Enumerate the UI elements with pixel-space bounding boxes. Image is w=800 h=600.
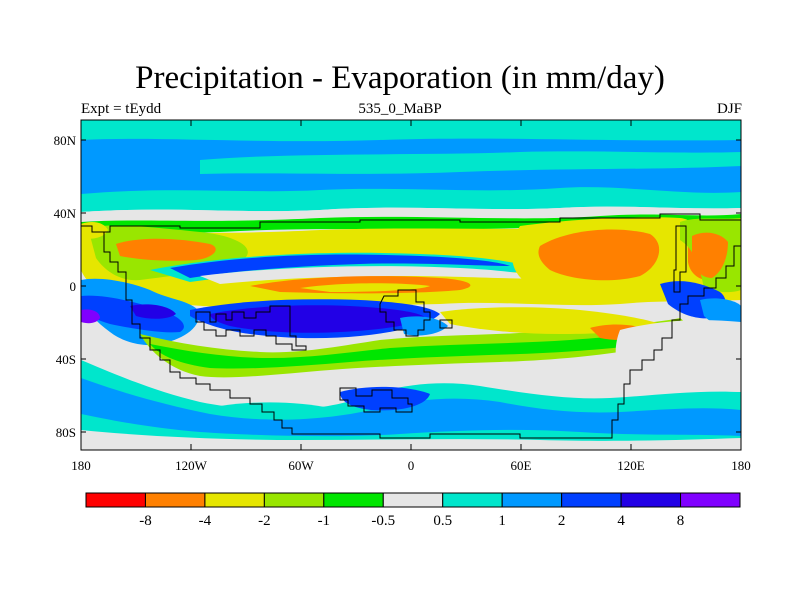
- west-darkblue-spot: [130, 304, 176, 319]
- west-orange-blob: [116, 238, 216, 261]
- arctic-cyan-inner: [81, 124, 741, 142]
- south-polar-white: [81, 430, 741, 450]
- south-ocean-blue-patch: [340, 386, 430, 411]
- y-tick-label: 80S: [56, 425, 76, 440]
- colorbar: -8 -4 -2 -1 -0.5 0.5 1 2 4 8: [85, 492, 741, 529]
- experiment-label: Expt = tEydd: [81, 101, 162, 117]
- coastline-east-small: [439, 319, 453, 329]
- coastline-west: [103, 232, 741, 439]
- equatorial-white-streak: [200, 266, 550, 284]
- coastline-central-south: [195, 305, 307, 351]
- colorbar-label: 1: [498, 513, 506, 529]
- age-label: 535_0_MaBP: [358, 101, 442, 117]
- colorbar-label: -0.5: [371, 513, 395, 529]
- colorbar-swatch: [501, 492, 563, 508]
- east-south-white: [615, 320, 741, 392]
- y-tick-label: 80N: [54, 133, 77, 148]
- colorbar-swatch: [442, 492, 503, 508]
- south-green-belt: [150, 330, 680, 369]
- arctic-cyan-streak: [200, 151, 741, 174]
- x-tick-label: 60W: [288, 458, 314, 473]
- coastline-africa-like: [379, 289, 431, 337]
- x-tick-label: 180: [731, 458, 751, 473]
- east-edge-orange2: [692, 232, 728, 278]
- colorbar-label: -4: [199, 513, 212, 529]
- colorbar-swatch: [204, 492, 265, 508]
- x-tick-label: 120W: [175, 458, 208, 473]
- colorbar-swatch: [263, 492, 325, 508]
- colorbar-swatch: [323, 492, 384, 508]
- coastline-east-island: [673, 225, 687, 293]
- coastline-island-south: [339, 387, 413, 413]
- x-axis: 180 120W 60W 0 60E 120E 180: [71, 120, 751, 473]
- colorbar-label: 8: [677, 513, 685, 529]
- south-ocean-lightblue: [81, 378, 741, 437]
- y-axis: 80N 40N 0 40S 80S: [54, 133, 741, 440]
- x-tick-label: 120E: [617, 458, 645, 473]
- north-white-band: [81, 206, 741, 223]
- colorbar-swatch: [144, 492, 206, 508]
- colorbar-swatch: [382, 492, 444, 508]
- colorbar-label: 0.5: [433, 513, 452, 529]
- equatorial-blue: [170, 254, 510, 278]
- colorbar-label: -2: [258, 513, 271, 529]
- y-tick-label: 0: [70, 279, 77, 294]
- x-tick-label: 180: [71, 458, 91, 473]
- x-tick-label: 60E: [511, 458, 532, 473]
- colorbar-label: -8: [139, 513, 152, 529]
- colorbar-swatch: [620, 492, 682, 508]
- colorbar-label: 4: [617, 513, 625, 529]
- colorbar-label: -1: [318, 513, 331, 529]
- coastline-north: [81, 213, 741, 233]
- colorbar-swatch: [680, 492, 741, 508]
- x-tick-label: 0: [408, 458, 415, 473]
- coastlines: [81, 213, 741, 439]
- season-label: DJF: [716, 101, 742, 117]
- east-orange-blob: [538, 229, 660, 281]
- colorbar-swatch: [561, 492, 622, 508]
- plot-title: Precipitation - Evaporation (in mm/day): [135, 60, 665, 96]
- south-ocean-cyan-streak: [220, 402, 330, 415]
- y-tick-label: 40S: [56, 352, 76, 367]
- colorbar-swatch: [85, 492, 146, 508]
- colorbar-label: 2: [558, 513, 566, 529]
- y-tick-label: 40N: [54, 206, 77, 221]
- west-violet-spot: [81, 309, 100, 324]
- map-field: [81, 120, 741, 450]
